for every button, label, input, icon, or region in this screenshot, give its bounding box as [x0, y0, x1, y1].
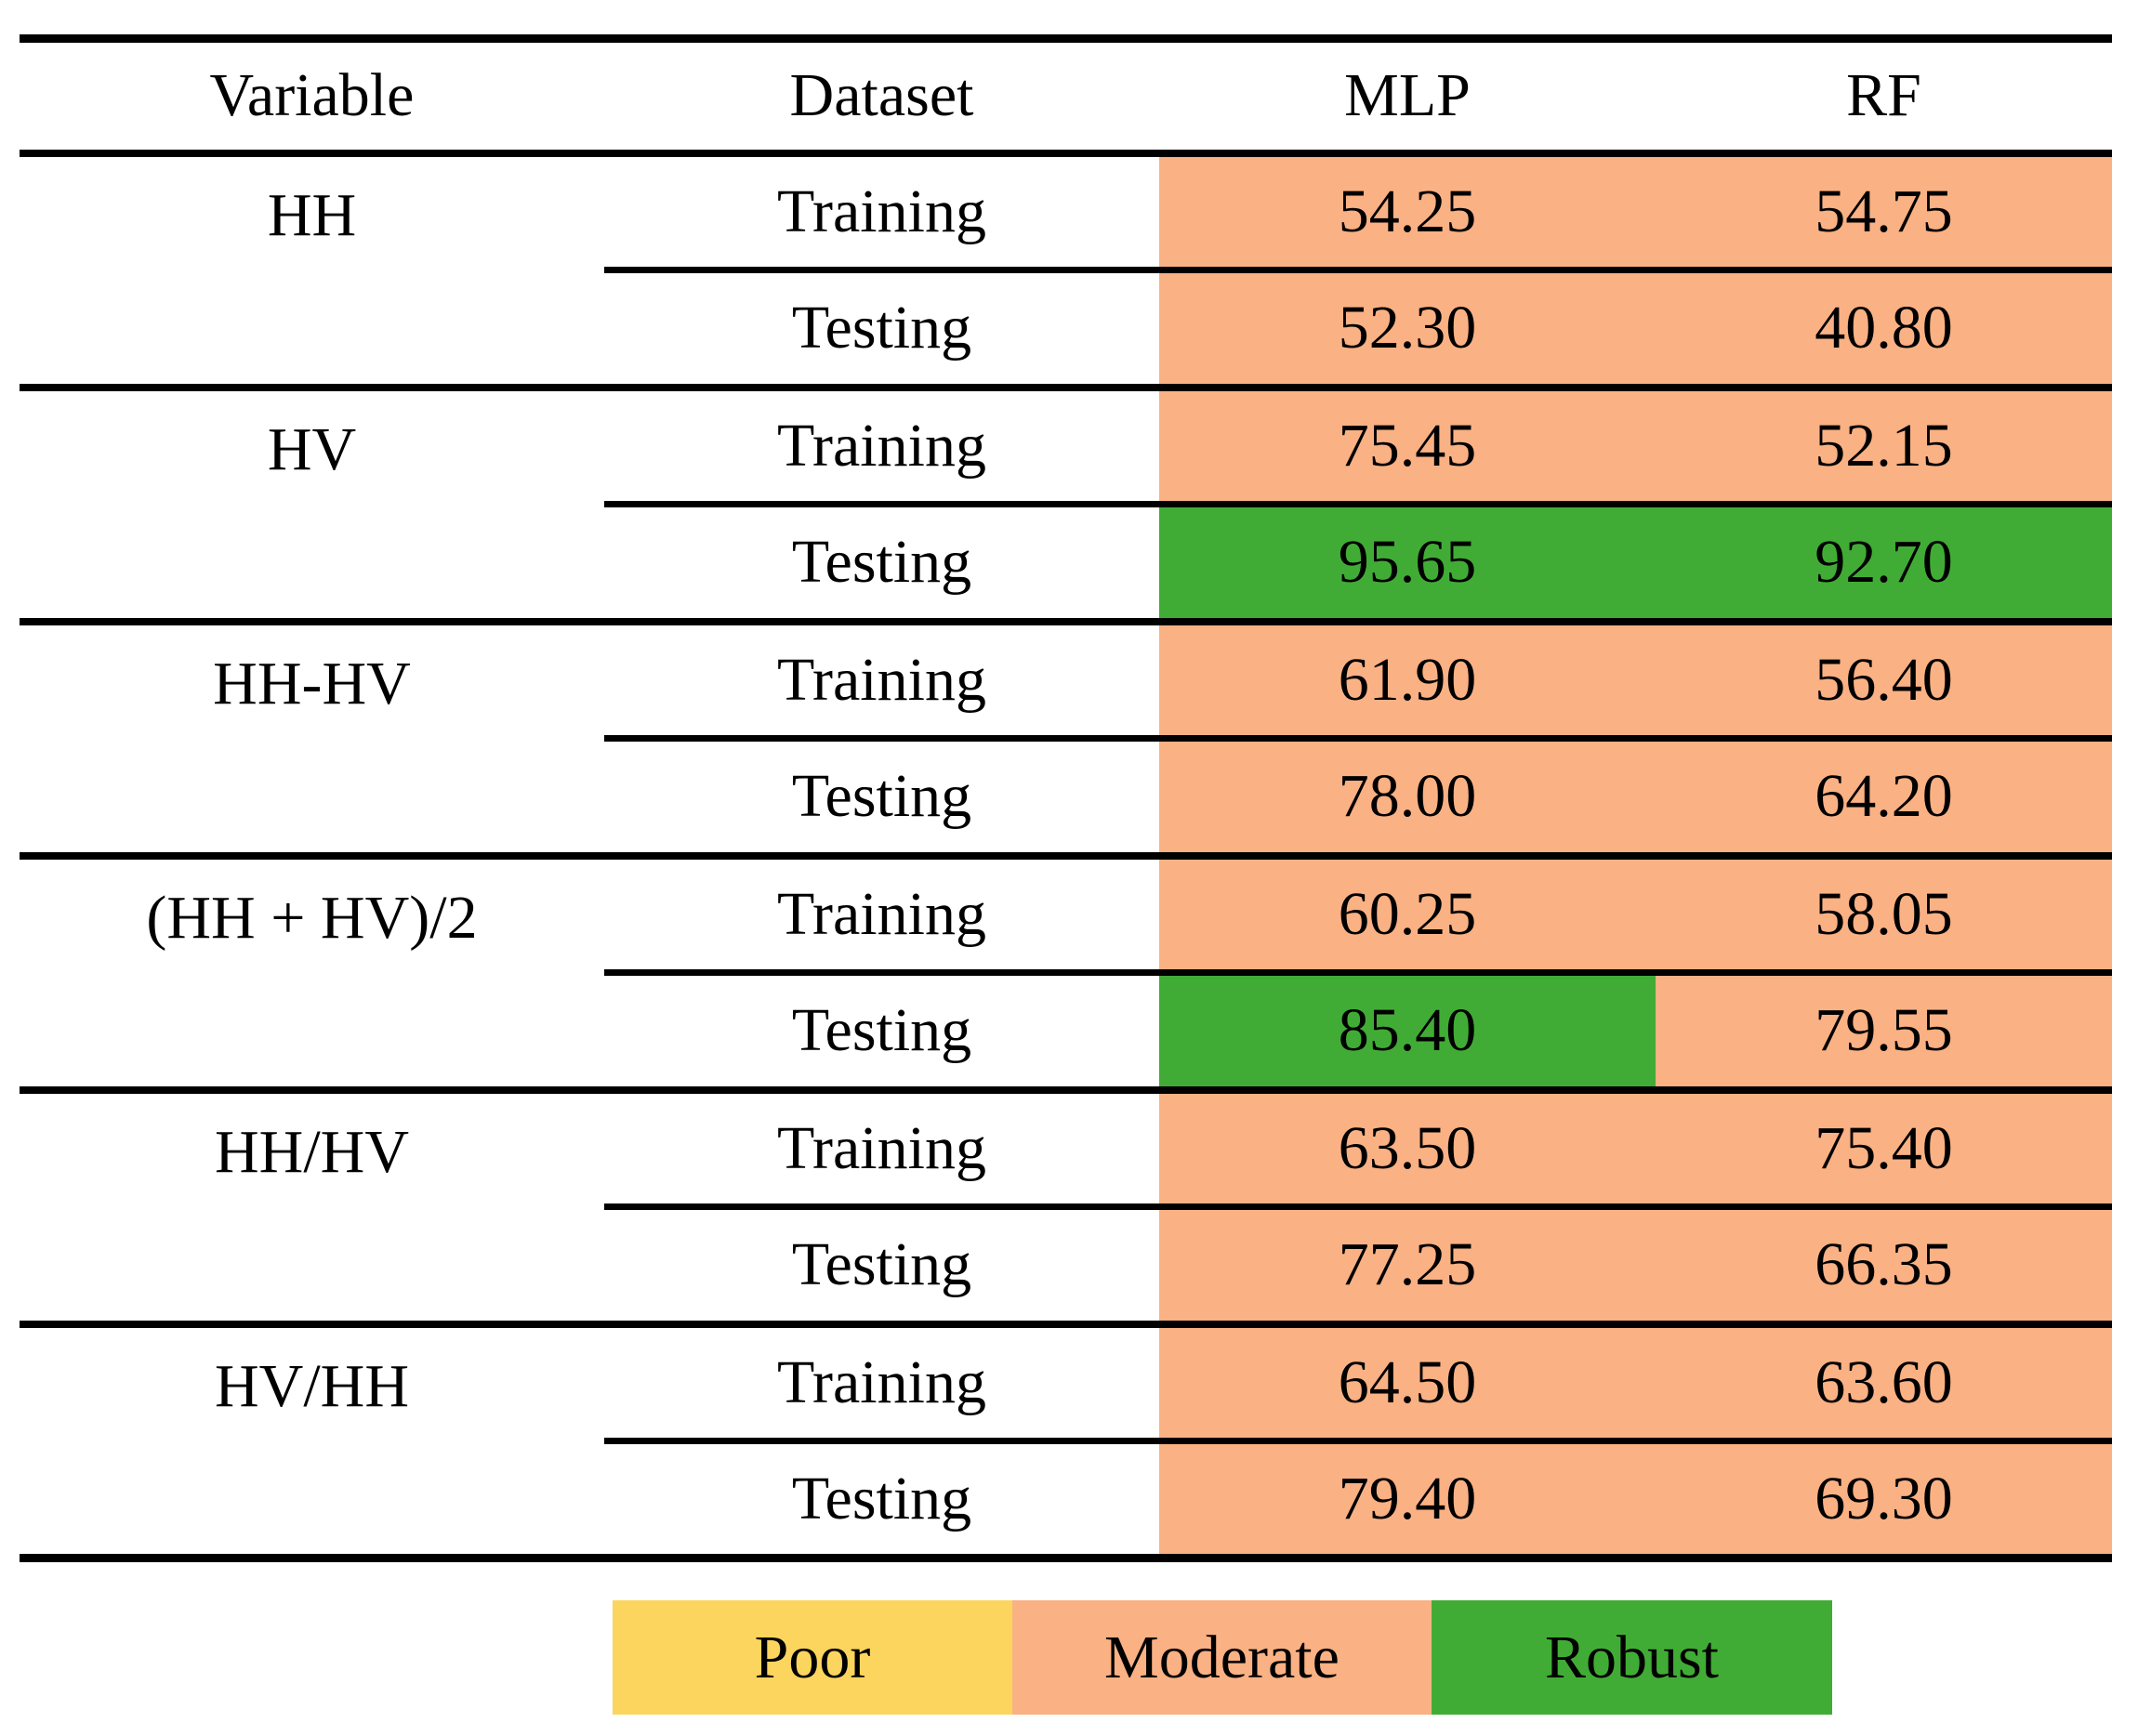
rf-value-cell: 56.40 — [1656, 621, 2112, 742]
testing-row: Testing 52.30 40.80 — [20, 270, 2112, 391]
mlp-value-cell: 85.40 — [1159, 972, 1656, 1094]
testing-row: Testing 85.40 79.55 — [20, 972, 2112, 1094]
dataset-cell: Testing — [604, 504, 1159, 625]
variable-cell: (HH + HV)/2 — [20, 855, 604, 1094]
variable-cell: HV/HH — [20, 1323, 604, 1562]
mlp-value-cell: 52.30 — [1159, 270, 1656, 391]
rf-value-cell: 92.70 — [1656, 504, 2112, 625]
mlp-value-cell: 54.25 — [1159, 152, 1656, 273]
dataset-cell: Testing — [604, 1206, 1159, 1328]
dataset-cell: Training — [604, 1323, 1159, 1444]
variable-cell: HH-HV — [20, 621, 604, 860]
mlp-value-cell: 63.50 — [1159, 1089, 1656, 1210]
dataset-cell: Testing — [604, 738, 1159, 860]
rf-value-cell: 64.20 — [1656, 738, 2112, 860]
mlp-value-cell: 95.65 — [1159, 504, 1656, 625]
training-row: HH-HV Training 61.90 56.40 — [20, 621, 2112, 860]
training-row: HV/HH Training 64.50 63.60 — [20, 1323, 2112, 1562]
mlp-value-cell: 75.45 — [1159, 387, 1656, 507]
mlp-value-cell: 78.00 — [1159, 738, 1656, 860]
col-header-rf: RF — [1656, 38, 2112, 157]
mlp-value-cell: 64.50 — [1159, 1323, 1656, 1444]
training-row: (HH + HV)/2 Training 60.25 58.05 — [20, 855, 2112, 1094]
legend-item-robust: Robust — [1432, 1600, 1832, 1715]
testing-row: Testing 78.00 64.20 — [20, 738, 2112, 860]
col-header-variable: Variable — [20, 38, 604, 157]
variable-cell: HH/HV — [20, 1089, 604, 1328]
rf-value-cell: 52.15 — [1656, 387, 2112, 507]
dataset-cell: Training — [604, 152, 1159, 273]
col-header-dataset: Dataset — [604, 38, 1159, 157]
dataset-cell: Testing — [604, 972, 1159, 1094]
testing-row: Testing 77.25 66.35 — [20, 1206, 2112, 1328]
dataset-cell: Testing — [604, 1440, 1159, 1562]
training-row: HH Training 54.25 54.75 — [20, 152, 2112, 391]
variable-cell: HV — [20, 387, 604, 625]
dataset-cell: Training — [604, 621, 1159, 742]
rf-value-cell: 40.80 — [1656, 270, 2112, 391]
header-row: Variable Dataset MLP RF — [20, 38, 2112, 157]
rf-value-cell: 75.40 — [1656, 1089, 2112, 1210]
rf-value-cell: 63.60 — [1656, 1323, 2112, 1444]
color-legend: Poor Moderate Robust — [613, 1600, 1832, 1715]
mlp-value-cell: 60.25 — [1159, 855, 1656, 976]
rf-value-cell: 66.35 — [1656, 1206, 2112, 1328]
rf-value-cell: 69.30 — [1656, 1440, 2112, 1562]
dataset-cell: Training — [604, 387, 1159, 507]
training-row: HH/HV Training 63.50 75.40 — [20, 1089, 2112, 1328]
dataset-cell: Training — [604, 1089, 1159, 1210]
testing-row: Testing 79.40 69.30 — [20, 1440, 2112, 1562]
rf-value-cell: 79.55 — [1656, 972, 2112, 1094]
mlp-value-cell: 79.40 — [1159, 1440, 1656, 1562]
dataset-cell: Training — [604, 855, 1159, 976]
col-header-mlp: MLP — [1159, 38, 1656, 157]
rf-value-cell: 58.05 — [1656, 855, 2112, 976]
testing-row: Testing 95.65 92.70 — [20, 504, 2112, 625]
results-table: Variable Dataset MLP RF HH Training 54.25 5… — [20, 34, 2112, 1562]
mlp-value-cell: 77.25 — [1159, 1206, 1656, 1328]
training-row: HV Training 75.45 52.15 — [20, 387, 2112, 625]
legend-item-poor: Poor — [613, 1600, 1012, 1715]
mlp-value-cell: 61.90 — [1159, 621, 1656, 742]
variable-cell: HH — [20, 152, 604, 391]
legend-item-moderate: Moderate — [1012, 1600, 1432, 1715]
dataset-cell: Testing — [604, 270, 1159, 391]
rf-value-cell: 54.75 — [1656, 152, 2112, 273]
